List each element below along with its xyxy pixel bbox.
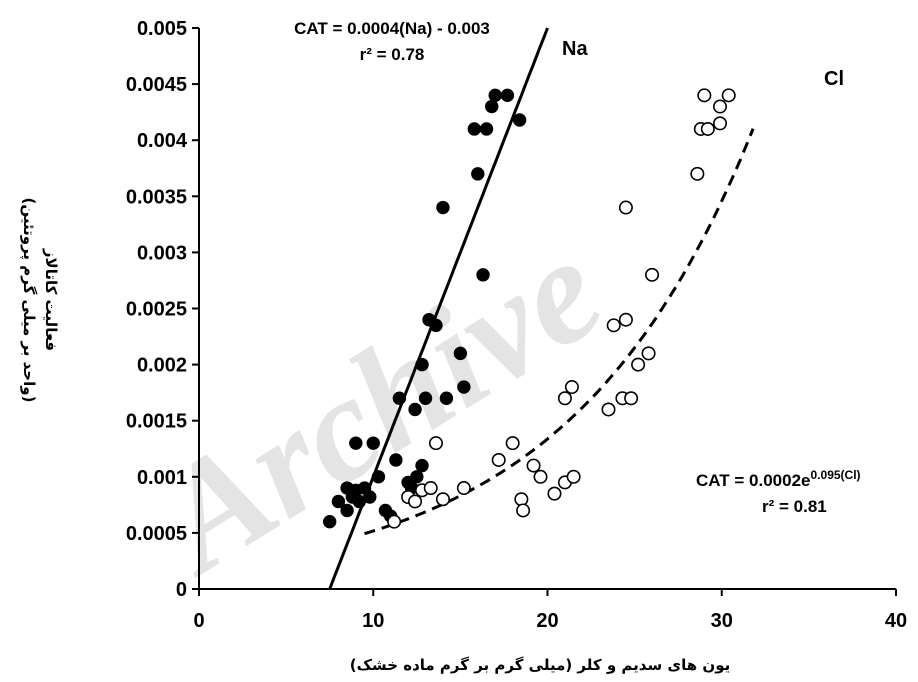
point-na [392,391,407,405]
point-cl [713,99,728,114]
x-axis-ticks: 0 10 20 30 40 [193,589,907,632]
cl-fit-r2: r² = 0.81 [762,497,827,516]
point-cl [564,380,579,395]
x-tick-label: 0 [193,610,204,632]
point-na [331,494,346,509]
point-cl [547,486,562,501]
point-na [439,391,454,405]
point-cl [618,200,633,215]
series-label-na: Na [562,38,588,60]
point-cl [408,494,423,509]
y-axis-title-line2: (واحد بر میلی گرم پروتئین) [19,198,38,403]
point-na [389,453,403,467]
series-label-cl: Cl [824,68,844,90]
point-cl [601,402,616,417]
point-cl [456,481,471,496]
point-cl [387,514,402,529]
point-na [471,167,485,181]
point-cl [505,436,520,451]
y-axis-title-line1: فعالیت کاتالاز [42,248,60,351]
y-tick-label: 0.002 [137,355,187,377]
point-cl [624,391,639,406]
point-na [436,200,450,215]
point-na [512,113,527,127]
point-na [363,490,377,504]
x-tick-label: 40 [885,610,907,632]
point-cl [606,318,621,333]
y-tick-label: 0.005 [137,18,187,40]
point-cl [641,346,656,361]
point-na [500,88,515,103]
point-cl [618,312,633,327]
y-tick-label: 0.0045 [126,74,187,96]
x-tick-label: 30 [711,610,733,632]
point-na [408,402,422,417]
point-cl [721,88,736,103]
point-na [340,503,354,518]
point-cl [645,267,660,282]
point-na [415,458,429,473]
point-na [366,436,380,450]
point-na [476,268,490,282]
point-na [415,357,429,372]
watermark-text: Archive [124,205,629,606]
y-axis-title: فعالیت کاتالاز (واحد بر میلی گرم پروتئین… [19,198,60,403]
point-cl [533,469,548,484]
point-cl [631,357,646,372]
point-na [467,122,482,136]
point-na [479,122,494,136]
y-tick-label: 0.0025 [126,299,187,321]
data-points [322,88,736,529]
point-cl [423,481,438,496]
y-tick-label: 0.0035 [126,186,187,208]
y-tick-label: 0.004 [137,130,188,152]
cl-fit-equation-main: CAT = 0.0002e [696,471,811,490]
point-cl [700,121,715,136]
point-cl [557,391,572,406]
cl-fit-equation: CAT = 0.0002e0.095(Cl) [696,468,861,490]
point-na [453,346,468,361]
y-tick-label: 0.0005 [126,523,187,545]
point-na [457,380,471,394]
x-tick-label: 10 [362,610,384,632]
cl-fit-line [364,128,755,536]
point-cl [516,503,531,518]
point-cl [566,469,581,484]
point-na [485,99,499,114]
point-cl [713,116,728,131]
na-fit-equation: CAT = 0.0004(Na) - 0.003 [294,19,490,38]
y-tick-label: 0 [176,579,187,601]
na-fit-r2: r² = 0.78 [360,45,425,64]
cl-fit-equation-exponent: 0.095(Cl) [811,468,861,482]
point-cl [514,492,529,507]
point-na [418,391,433,405]
point-cl [435,492,450,507]
point-cl [491,452,506,467]
point-cl [526,458,541,473]
point-cl [690,166,705,181]
point-na [322,514,337,529]
y-tick-label: 0.003 [137,242,187,264]
point-na [410,470,424,484]
point-na [429,318,443,333]
point-cl [428,436,443,451]
y-tick-label: 0.001 [137,467,187,489]
x-tick-label: 20 [536,610,558,632]
y-axis-ticks: 0 0.0005 0.001 0.0015 0.002 0.0025 0.003 0.0035… [126,18,199,601]
x-axis-title: یون های سدیم و کلر (میلی گرم بر گرم ماده… [350,656,731,674]
point-cl [697,88,712,103]
point-na [371,470,386,484]
point-na [349,436,363,450]
point-na [488,88,502,103]
y-tick-label: 0.0015 [126,411,187,433]
